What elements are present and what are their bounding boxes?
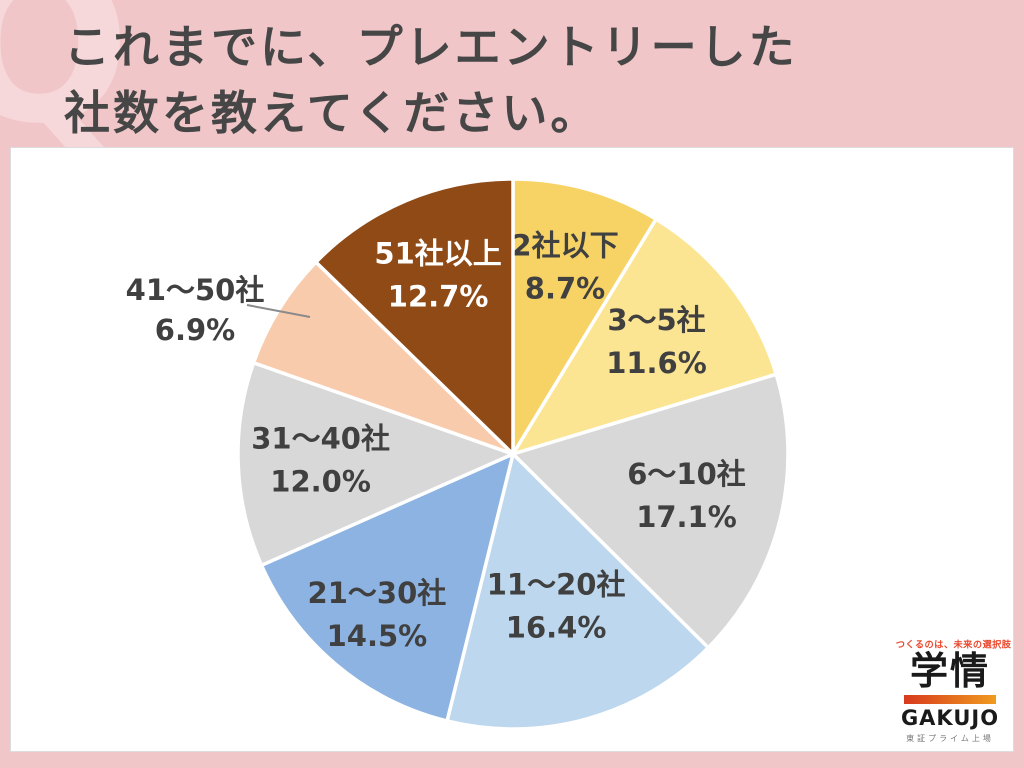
logo-kanji: 学情 [909,649,990,694]
pie-label: 12.0% [270,465,371,499]
pie-slice-2 [511,372,790,650]
pie-label: 3〜5社 [607,303,705,337]
leader-line [246,304,311,318]
pie-label: 8.7% [525,272,605,306]
page-title: これまでに、プレエントリーした 社数を教えてください。 [64,14,798,146]
chart-panel: 2社以下 8.7% 3〜5社 11.6% 6〜10社 17.1% 11〜20社 16.4% 21… [10,147,1014,752]
outside-label-value: 6.9% [154,313,236,347]
pie-label: 11〜20社 [487,568,626,602]
pie-label: 31〜40社 [251,422,390,456]
gakujo-logo: つくるのは、未来の選択肢 学情 GAKUJO 東証プライム上場 [889,632,1011,748]
logo-subtitle: 東証プライム上場 [906,734,994,743]
title-line-2: 社数を教えてください。 [64,86,600,140]
logo-latin: GAKUJO [900,705,1000,730]
q-watermark: Q [0,0,131,147]
pie-label: 2社以下 [511,229,618,263]
logo-tagline: つくるのは、未来の選択肢 [895,640,1012,651]
pie-label: 16.4% [506,611,607,645]
pie-label: 14.5% [327,619,428,653]
pie-slice-7 [314,177,515,456]
pie-label: 51社以上 [374,237,501,271]
title-line-1: これまでに、プレエントリーした [64,20,798,74]
pie-slice-0 [511,177,658,456]
pie-slice-4 [259,452,515,723]
pie-slice-1 [511,217,778,456]
logo-gradient-bar [904,694,996,704]
pie-slice-3 [445,452,710,731]
header: Q これまでに、プレエントリーした 社数を教えてください。 [0,0,1024,147]
pie-chart: 2社以下 8.7%3〜5社 11.6% 6〜10社 17.1% 11〜20社 16.4% 21… [236,177,790,731]
pie-slice-6 [251,260,515,456]
pie-slice-5 [236,361,515,568]
outside-label-41-50: 41〜50社 6.9% [85,270,305,350]
pie-label: 21〜30社 [308,576,447,610]
pie-label: 12.7% [388,280,489,314]
pie-label: 11.6% [606,346,707,380]
pie-label: 17.1% [636,500,737,534]
outside-label-text: 41〜50社 [125,273,265,307]
pie-label: 6〜10社 [627,457,746,491]
